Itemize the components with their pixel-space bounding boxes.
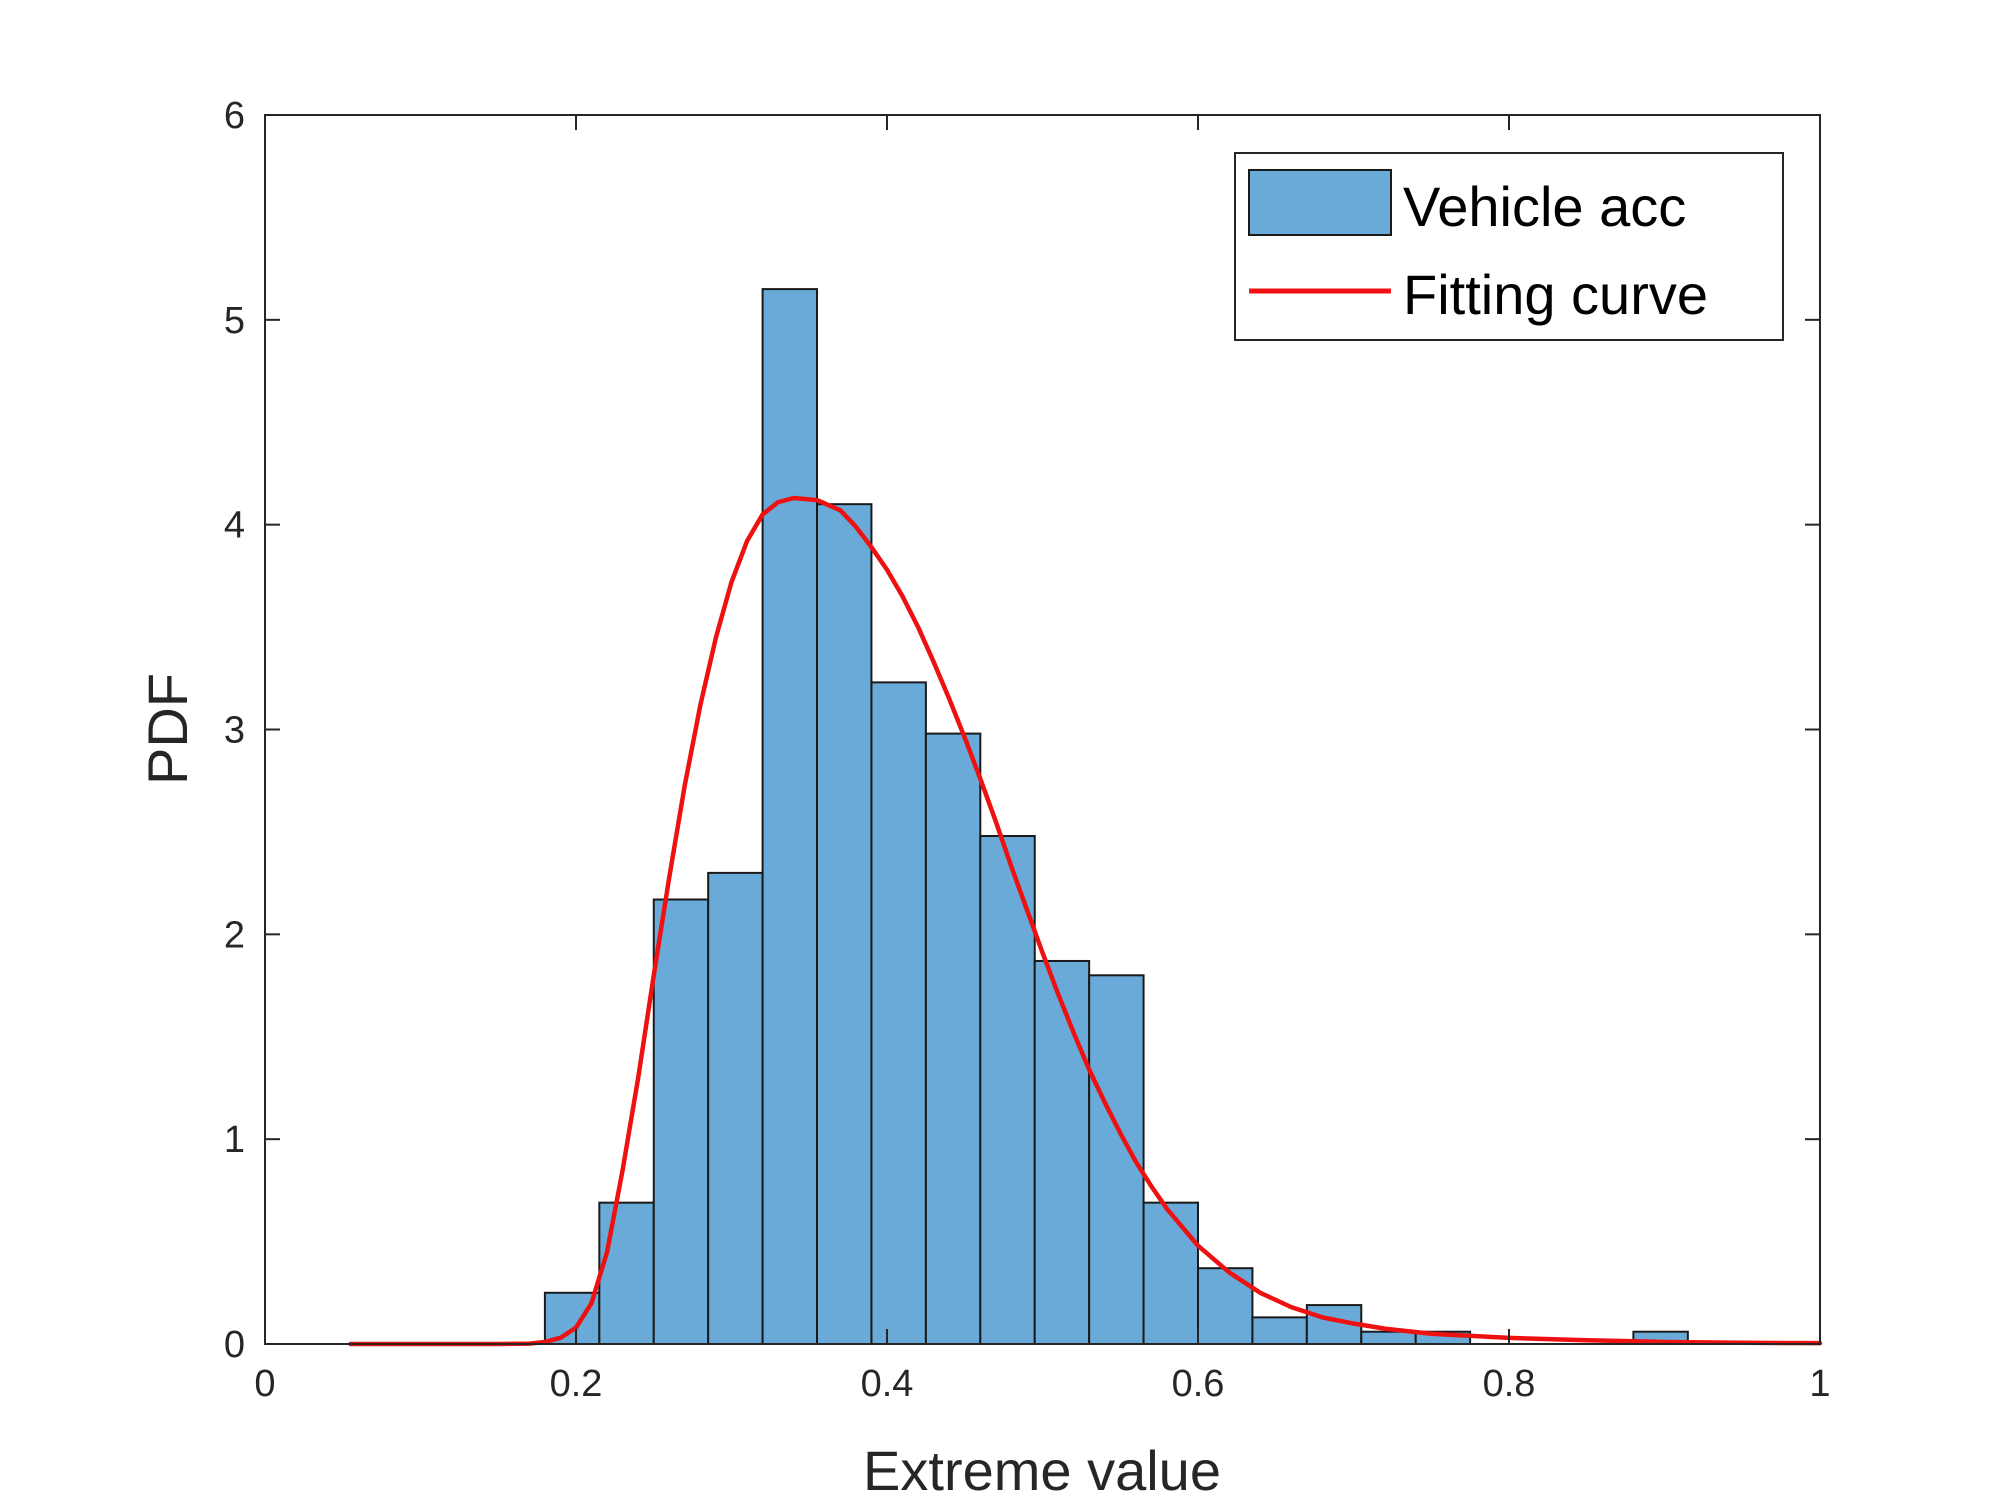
histogram-bar <box>1142 1201 1199 1346</box>
x-tick-label: 0.2 <box>550 1363 603 1405</box>
histogram-bar <box>979 835 1036 1345</box>
legend: Vehicle acc Fitting curve <box>1234 152 1784 341</box>
x-tick-label: 0.6 <box>1172 1363 1225 1405</box>
histogram-bars <box>543 288 1689 1346</box>
y-tick-label: 4 <box>224 505 245 547</box>
fitting-curve-line <box>348 495 1823 1347</box>
histogram-bar <box>1197 1267 1254 1345</box>
y-tick-label: 0 <box>224 1324 245 1366</box>
histogram-bar <box>1360 1330 1417 1345</box>
histogram-bar <box>652 898 710 1345</box>
histogram-bar <box>816 503 873 1345</box>
x-tick-labels: 0 0.2 0.4 0.6 0.8 1 <box>254 1363 1830 1405</box>
legend-label-fitting-curve: Fitting curve <box>1403 263 1708 326</box>
x-tick-label: 1 <box>1809 1363 1830 1405</box>
x-axis-label: Extreme value <box>863 1439 1221 1501</box>
axes <box>264 114 1821 1345</box>
y-tick-labels: 0 1 2 3 4 5 6 <box>224 95 245 1366</box>
histogram-bar <box>598 1201 655 1346</box>
histogram-bar <box>761 288 819 1345</box>
histogram-bar <box>707 871 764 1345</box>
y-tick-label: 2 <box>224 914 245 956</box>
y-tick-label: 1 <box>224 1119 245 1161</box>
x-tick-label: 0 <box>254 1363 275 1405</box>
histogram-bar <box>924 732 982 1345</box>
y-tick-label: 3 <box>224 710 245 752</box>
x-tick-label: 0.4 <box>861 1363 914 1405</box>
fitting-curve-layer <box>348 495 1823 1347</box>
legend-label-vehicle-acc: Vehicle acc <box>1403 175 1686 238</box>
x-tick-label: 0.8 <box>1483 1363 1536 1405</box>
legend-swatch-vehicle-acc <box>1248 169 1392 236</box>
y-tick-label: 6 <box>224 95 245 137</box>
histogram-bar <box>870 681 927 1345</box>
y-axis-label: PDF <box>136 673 199 785</box>
y-tick-label: 5 <box>224 300 245 342</box>
histogram-bar <box>1251 1316 1308 1345</box>
histogram-bar <box>1033 959 1091 1346</box>
